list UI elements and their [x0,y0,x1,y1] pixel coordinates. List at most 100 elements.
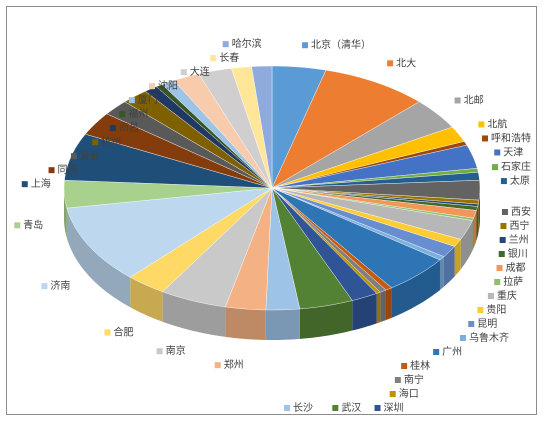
slice-label: 北京（清华） [311,38,371,51]
pie-side [265,308,300,340]
slice-label: 济南 [50,279,70,292]
pie-slice [271,69,420,189]
pie-side [477,204,479,237]
pie-slice [84,113,273,189]
legend-swatch [214,362,221,369]
slice-label: 太原 [510,174,530,187]
pie-side [66,208,131,308]
slice-label: 南昌 [119,121,139,134]
pie-side [391,259,440,318]
legend-swatch [499,237,506,243]
slice-label: 银川 [508,247,528,260]
legend-swatch [119,111,126,118]
slice-label: 石家庄 [501,160,531,173]
legend-swatch [302,42,309,49]
legend-swatch [477,307,484,313]
pie-side [376,292,381,324]
slice-label: 天津 [503,146,523,158]
slice-label: 乌鲁木齐 [469,331,509,344]
legend-swatch [500,178,507,185]
pie-slice [225,187,273,311]
legend-swatch [487,293,494,299]
pie-slice [271,65,327,189]
pie-slice [271,144,478,189]
slice-label: 广州 [442,346,462,358]
slice-label: 合肥 [113,325,133,338]
slice-label: 青岛 [23,218,43,231]
slice-label: 成都 [506,262,526,274]
legend-swatch [109,125,116,132]
slice-label: 拉萨 [503,275,523,288]
legend-swatch [41,283,48,290]
slice-label: 北大 [396,56,416,69]
legend-swatch [48,167,55,174]
slice-label: 沈阳 [158,79,178,92]
slice-label: 厦门 [138,93,158,106]
legend-swatch [501,209,508,215]
pie-side [64,188,67,239]
pie-side [299,300,353,339]
pie-side [130,277,163,322]
slice-label: 昆明 [477,318,497,330]
legend-swatch [148,83,155,90]
slice-label: 贵阳 [486,303,506,316]
legend-swatch [389,391,396,397]
legend-swatch [394,377,401,383]
pie-slice [271,180,481,201]
slice-label: 上海 [31,177,51,190]
pie-side [439,256,444,290]
slice-label: 北航 [487,117,507,130]
legend-swatch [21,181,28,188]
slice-label: 复旦 [80,149,100,162]
legend-swatch [156,348,163,355]
pie-slice [66,187,273,278]
legend-swatch [498,251,505,257]
pie-side [380,290,386,323]
pie-side [460,220,473,270]
pie-side [443,246,455,287]
pie-side [225,306,266,340]
legend-swatch [374,405,381,411]
slice-label: 西安 [511,205,531,218]
labels: 北京（清华） 北大北邮北航呼和浩特天津石家庄太原西安西宁兰州银川成都拉萨重庆贵阳昆… [14,37,531,414]
slice-label: 大连 [190,65,210,78]
legend-swatch [92,139,99,146]
pie-slice [129,187,273,293]
legend-swatch [387,60,394,67]
legend-swatch [482,135,488,142]
pie-tops [63,65,481,311]
slice-label: 同济 [58,163,78,176]
slice-label: 杭州 [101,135,121,148]
pie-slice [265,187,301,311]
pie-slice [63,180,273,209]
slice-label: 南京 [166,344,186,357]
legend-swatch [14,222,21,229]
pie-side [473,210,477,249]
pie-slice [271,187,473,240]
pie-side [478,188,480,231]
slice-label: 北邮 [464,93,484,106]
legend-swatch [210,55,217,62]
slice-label: 重庆 [497,289,517,302]
pie-slice [162,187,273,308]
legend-swatch [500,223,507,229]
legend-swatch [401,363,408,369]
pie-side [478,200,479,235]
legend-swatch [332,405,339,411]
slice-label: 深圳 [383,402,403,414]
legend-swatch [468,321,475,327]
pie-side [162,291,226,337]
slice-label: 长沙 [293,402,313,414]
pie-side [352,293,377,331]
legend-swatch [222,41,229,48]
legend-swatch [180,69,187,76]
legend-swatch [433,349,440,355]
slice-label: 海口 [399,387,419,400]
legend-swatch [284,405,291,411]
legend-swatch [494,279,501,285]
pie-slice [251,65,273,189]
slice-label: 呼和浩特 [491,132,531,144]
pie-side [476,206,478,241]
legend-swatch [492,164,498,171]
